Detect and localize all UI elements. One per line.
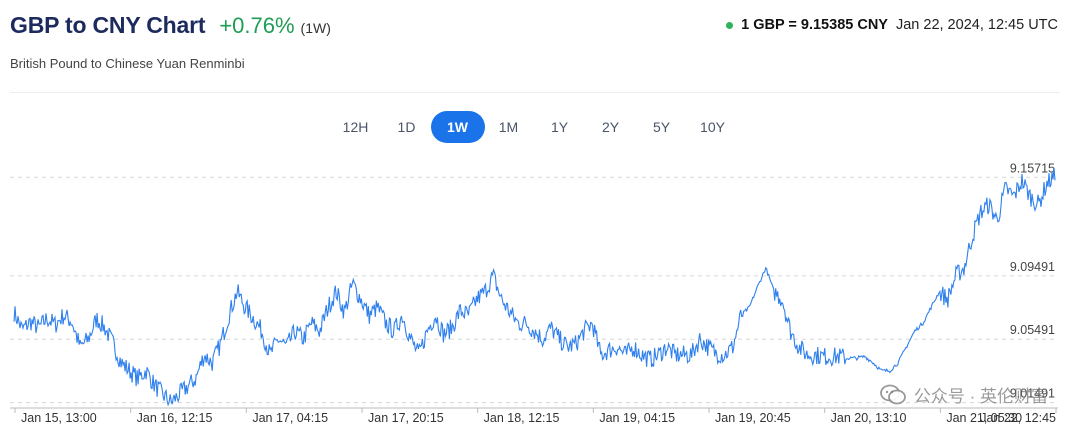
watermark-text: 公众号 · 英伦财富: [913, 387, 1048, 406]
live-rate: 1 GBP = 9.15385 CNY Jan 22, 2024, 12:45 …: [726, 17, 1058, 33]
x-tick-label: Jan 15, 13:00: [21, 411, 97, 425]
x-tick-label: Jan 17, 20:15: [368, 411, 444, 425]
page-subtitle: British Pound to Chinese Yuan Renminbi: [10, 56, 245, 71]
watermark: 公众号 · 英伦财富: [879, 382, 1048, 407]
tab-12h[interactable]: 12H: [342, 119, 369, 135]
x-tick-label: Jan 19, 04:15: [599, 411, 675, 425]
x-tick-label: Jan 17, 04:15: [252, 411, 328, 425]
change-percent: +0.76%: [219, 13, 295, 38]
page-title: GBP to CNY Chart: [10, 12, 206, 38]
live-dot-icon: [726, 21, 734, 29]
rate-value: 1 GBP = 9.15385 CNY: [741, 17, 888, 33]
title-row: GBP to CNY Chart +0.76% (1W): [10, 12, 331, 39]
rate-timestamp: Jan 22, 2024, 12:45 UTC: [895, 17, 1058, 33]
chart-header: GBP to CNY Chart +0.76% (1W) British Pou…: [10, 12, 1060, 82]
y-tick-label: 9.09491: [1010, 260, 1055, 274]
header-divider: [10, 92, 1060, 93]
x-tick-label: Jan 21, 05:30: [946, 411, 1022, 425]
tab-1d[interactable]: 1D: [397, 119, 416, 135]
period-label: (1W): [300, 20, 331, 36]
y-tick-label: 9.05491: [1010, 323, 1055, 337]
tab-5y[interactable]: 5Y: [652, 119, 671, 135]
x-tick-label: Jan 22, 12:45: [980, 411, 1056, 425]
tab-10y[interactable]: 10Y: [700, 119, 725, 135]
x-tick-label: Jan 20, 13:10: [831, 411, 907, 425]
x-tick-label: Jan 18, 12:15: [484, 411, 560, 425]
x-tick-label: Jan 19, 20:45: [715, 411, 791, 425]
exchange-rate-chart[interactable]: 9.15715 9.09491 9.05491 9.01491 Jan 15, 13:0…: [0, 160, 1080, 442]
chat-bubbles-icon: [879, 384, 906, 404]
tab-1y[interactable]: 1Y: [550, 119, 569, 135]
y-tick-label: 9.15715: [1010, 161, 1055, 175]
y-tick-label: 9.01491: [1010, 387, 1055, 401]
tab-1w[interactable]: 1W: [430, 111, 485, 143]
x-tick-label: Jan 16, 12:15: [137, 411, 213, 425]
tab-1m[interactable]: 1M: [498, 119, 519, 135]
period-tabs-inner: 12H 1D 1W 1M 1Y 2Y 5Y 10Y: [330, 111, 738, 143]
series-line: [13, 167, 1056, 407]
period-tabs: 12H 1D 1W 1M 1Y 2Y 5Y 10Y: [0, 111, 1080, 143]
tab-2y[interactable]: 2Y: [601, 119, 620, 135]
